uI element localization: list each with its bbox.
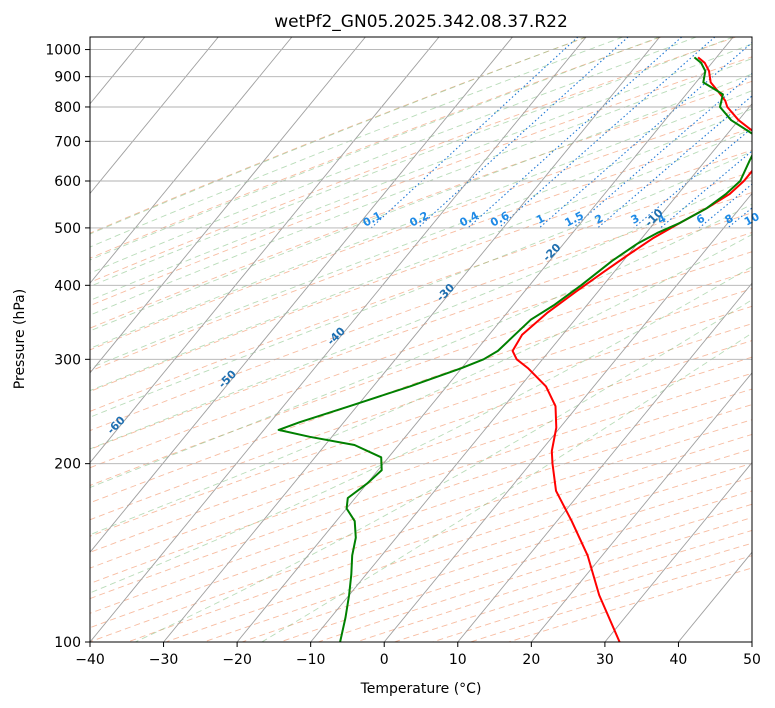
x-tick-label: 20 (522, 652, 540, 668)
dry-adiabat (127, 433, 752, 642)
moist-adiabat (90, 266, 752, 594)
moist-adiabat (90, 43, 752, 301)
moist-adiabat (261, 332, 752, 642)
isotherm (530, 372, 752, 642)
x-tick-label: −10 (296, 652, 326, 668)
isotherm (310, 103, 752, 642)
y-tick-label: 300 (54, 352, 81, 368)
moist-adiabat (90, 37, 660, 261)
dry-adiabat (279, 490, 752, 642)
x-tick-label: −20 (222, 652, 252, 668)
y-tick-label: 700 (54, 134, 81, 150)
isotherm (90, 37, 587, 642)
y-tick-label: 900 (54, 70, 81, 86)
isotherm (383, 192, 752, 642)
y-axis-label: Pressure (hPa) (12, 289, 28, 389)
mixing-ratio-line (660, 150, 752, 229)
y-tick-label: 500 (54, 221, 81, 237)
temperature-line (511, 56, 752, 642)
moist-adiabat (90, 150, 752, 418)
dry-adiabat (90, 56, 752, 307)
isotherm (90, 37, 513, 553)
dry-adiabat (241, 476, 752, 642)
dry-adiabat (90, 37, 662, 259)
x-tick-label: 30 (596, 652, 614, 668)
y-tick-label: 100 (54, 635, 81, 651)
moist-adiabat (90, 128, 752, 392)
moist-adiabat (90, 90, 752, 349)
y-tick-label: 600 (54, 174, 81, 190)
grid-lines (90, 37, 752, 642)
dry-adiabat (90, 104, 752, 351)
mixing-ratio-line (370, 37, 579, 229)
y-axis-ticks: 100 200 300 400 500 600 700 800 900 1000 (45, 43, 90, 651)
dry-adiabat (90, 37, 587, 234)
background-lines (90, 37, 752, 642)
mixing-ratio-line (498, 37, 716, 229)
y-tick-label: 200 (54, 457, 81, 473)
x-tick-label: −40 (75, 652, 105, 668)
x-axis-label: Temperature (°C) (360, 681, 482, 697)
moist-adiabat (90, 203, 752, 488)
moist-adiabat (90, 37, 697, 274)
moist-adiabat (90, 37, 734, 287)
moist-adiabat (90, 37, 587, 235)
mixing-ratio-line (633, 127, 752, 229)
dry-adiabat (203, 462, 752, 642)
x-tick-label: 0 (380, 652, 389, 668)
moist-adiabat (90, 175, 752, 450)
isotherm (90, 37, 366, 374)
isotherm (163, 37, 661, 642)
dry-adiabat (165, 448, 752, 642)
plot-frame (89, 36, 753, 643)
y-tick-label: 1000 (45, 43, 81, 59)
mixing-ratio-line (572, 72, 752, 229)
isotherm (604, 461, 752, 642)
dewpoint-line (277, 56, 752, 642)
y-tick-label: 400 (54, 278, 81, 294)
x-tick-label: 40 (670, 652, 688, 668)
moist-adiabat (90, 108, 752, 369)
isotherm (90, 37, 293, 284)
isotherm (90, 37, 440, 464)
x-tick-label: 10 (449, 652, 467, 668)
x-tick-label: 50 (743, 652, 761, 668)
y-tick-label: 800 (54, 100, 81, 116)
isotherm (90, 37, 219, 195)
mixing-ratio-line (417, 37, 629, 229)
x-tick-label: −30 (149, 652, 179, 668)
isotherm (236, 37, 734, 642)
plot-area (90, 37, 752, 642)
profile-lines (277, 56, 752, 642)
x-axis-ticks: −40 −30 −20 −10 0 10 20 30 40 50 (75, 642, 761, 668)
isotherm (457, 282, 752, 642)
chart-title: wetPf2_GN05.2025.342.08.37.R22 (274, 12, 568, 32)
dry-adiabat (90, 419, 752, 642)
dry-adiabat (90, 80, 752, 329)
mixing-ratio-line (538, 41, 752, 229)
